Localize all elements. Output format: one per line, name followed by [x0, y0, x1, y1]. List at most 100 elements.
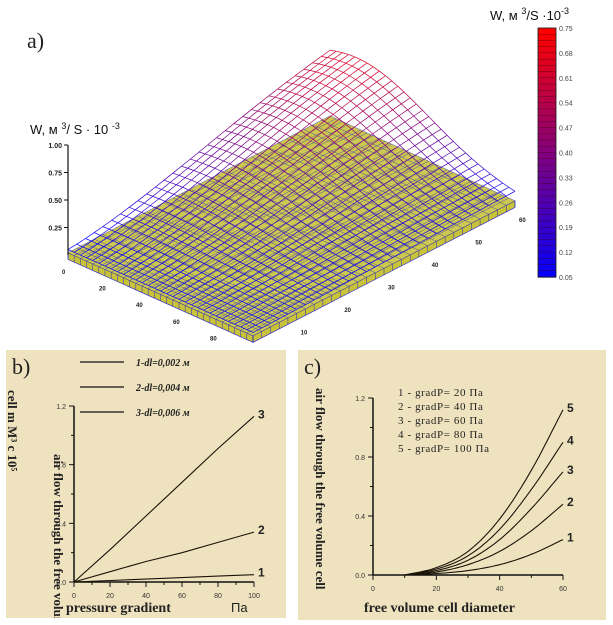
- mesh-line: [98, 263, 106, 267]
- mesh-line: [190, 151, 200, 160]
- mesh-line: [412, 234, 422, 240]
- mesh-line: [255, 274, 265, 281]
- mesh-line: [478, 183, 488, 189]
- mesh-line: [299, 105, 307, 110]
- mesh-line: [292, 221, 302, 228]
- mesh-line: [118, 236, 128, 244]
- mesh-line: [258, 131, 265, 135]
- mesh-line: [303, 204, 313, 212]
- mesh-line: [392, 252, 402, 258]
- mesh-line: [228, 275, 236, 280]
- mesh-line: [303, 210, 311, 216]
- mesh-line: [367, 87, 375, 94]
- mesh-line: [422, 203, 430, 209]
- mesh-line: [303, 119, 310, 125]
- x-tick-label: 40: [142, 593, 150, 600]
- mesh-line: [248, 250, 258, 257]
- mesh-line: [240, 322, 250, 328]
- mesh-line: [407, 198, 418, 205]
- mesh-line: [447, 220, 455, 225]
- mesh-line: [271, 224, 278, 230]
- mesh-line: [296, 257, 307, 264]
- mesh-line: [240, 138, 251, 147]
- mesh-line: [381, 214, 391, 221]
- mesh-line: [181, 158, 191, 167]
- mesh-line: [265, 289, 275, 295]
- mesh-line: [136, 224, 146, 232]
- mesh-line: [248, 299, 258, 305]
- mesh-line: [244, 151, 254, 160]
- mesh-line: [481, 173, 491, 180]
- mesh-line: [199, 228, 206, 233]
- y-tick-label: 1.2: [355, 396, 365, 403]
- mesh-line: [371, 250, 381, 256]
- mesh-line: [246, 265, 253, 269]
- mesh-line: [456, 152, 466, 159]
- mesh-line: [327, 197, 337, 204]
- mesh-line: [303, 260, 313, 267]
- mesh-line: [300, 189, 310, 197]
- colorbar-tick-label: 0.54: [559, 101, 573, 108]
- mesh-line: [236, 183, 246, 192]
- mesh-line: [397, 240, 405, 245]
- mesh-line: [325, 232, 335, 239]
- mesh-line: [317, 242, 324, 248]
- mesh-line: [386, 103, 393, 111]
- mesh-line: [182, 257, 193, 264]
- mesh-line: [429, 202, 439, 209]
- mesh-line: [277, 82, 287, 90]
- mesh-line: [398, 178, 408, 185]
- mesh-line: [319, 233, 327, 239]
- mesh-line: [258, 271, 265, 276]
- mesh-line: [396, 121, 406, 128]
- mesh-line: [140, 263, 148, 267]
- mesh-line: [348, 206, 355, 212]
- mesh-line: [203, 305, 213, 311]
- mesh-line: [340, 236, 348, 241]
- mesh-line: [316, 148, 326, 156]
- mesh-line: [176, 184, 183, 188]
- mesh-line: [278, 107, 285, 111]
- mesh-line: [211, 148, 221, 157]
- mesh-line: [320, 105, 328, 111]
- mesh-line: [268, 95, 276, 98]
- mesh-line: [347, 105, 357, 113]
- mesh-line: [304, 145, 311, 151]
- mesh-line: [305, 299, 315, 305]
- mesh-line: [160, 235, 170, 243]
- mesh-line: [300, 123, 310, 132]
- mesh-line: [154, 239, 162, 243]
- mesh-line: [236, 316, 244, 320]
- mesh-line: [177, 199, 187, 208]
- mesh-line: [418, 238, 428, 244]
- mesh-line: [177, 274, 187, 281]
- mesh-line: [223, 292, 231, 297]
- mesh-line: [173, 186, 183, 195]
- mesh-line: [264, 188, 274, 197]
- mesh-line: [201, 266, 211, 273]
- mesh-line: [239, 256, 250, 263]
- mesh-line: [288, 206, 298, 214]
- mesh-line: [305, 102, 315, 110]
- mesh-line: [376, 237, 384, 243]
- mesh-line: [365, 99, 372, 106]
- mesh-line: [350, 190, 361, 197]
- mesh-line: [413, 109, 423, 117]
- legend-label-3: 3 - gradP= 60 Па: [398, 415, 483, 427]
- mesh-line: [366, 121, 376, 129]
- x-tick-label: 60: [178, 593, 186, 600]
- mesh-line: [125, 260, 135, 267]
- mesh-line: [499, 191, 507, 197]
- mesh-line: [296, 262, 304, 267]
- mesh-line: [295, 235, 306, 242]
- mesh-line: [220, 295, 231, 301]
- mesh-line: [365, 246, 375, 253]
- mesh-line: [237, 270, 244, 275]
- colorbar-segment: [537, 177, 557, 185]
- mesh-line: [250, 296, 258, 300]
- mesh-line: [362, 104, 372, 112]
- mesh-line: [315, 272, 322, 277]
- mesh-line: [346, 85, 354, 91]
- mesh-line: [153, 263, 163, 270]
- mesh-line: [404, 115, 414, 123]
